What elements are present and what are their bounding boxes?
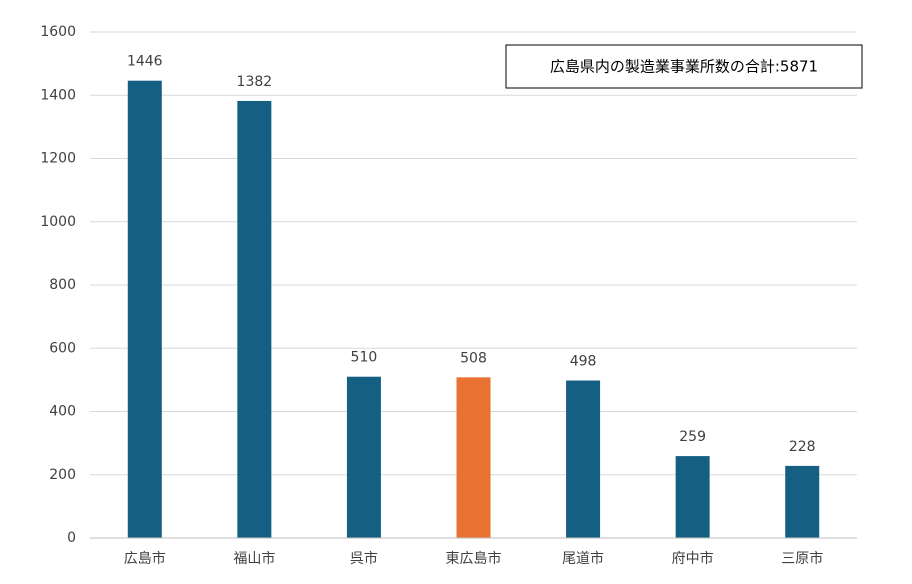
y-tick-label: 200 (49, 467, 76, 483)
data-label: 508 (460, 350, 487, 366)
data-label: 259 (679, 429, 706, 445)
y-tick-label: 400 (49, 404, 76, 420)
y-tick-label: 1000 (40, 214, 76, 230)
y-tick-label: 1400 (40, 87, 76, 103)
y-tick-label: 1200 (40, 151, 76, 167)
data-label: 1446 (127, 54, 163, 70)
x-tick-label: 府中市 (672, 550, 714, 567)
data-label: 1382 (237, 74, 273, 90)
x-tick-label: 福山市 (233, 550, 275, 567)
bar (456, 377, 491, 538)
x-tick-label: 尾道市 (562, 550, 604, 567)
data-label: 498 (570, 354, 597, 370)
bar (237, 100, 272, 538)
annotation-box (505, 44, 863, 89)
x-tick-label: 呉市 (350, 550, 378, 567)
bar (127, 80, 162, 538)
bar (785, 465, 820, 538)
bar (566, 380, 601, 538)
data-label: 228 (789, 439, 816, 455)
x-tick-label: 広島市 (124, 550, 166, 567)
bar (346, 376, 381, 538)
annotation: 広島県内の製造業事業所数の合計:5871 (550, 58, 818, 76)
x-tick-label: 三原市 (781, 550, 823, 567)
bar (675, 456, 710, 538)
y-tick-label: 600 (49, 340, 76, 356)
data-label: 510 (351, 350, 378, 366)
y-tick-label: 0 (67, 530, 76, 546)
y-tick-label: 800 (49, 277, 76, 293)
y-tick-label: 1600 (40, 24, 76, 40)
x-tick-label: 東広島市 (446, 550, 502, 567)
